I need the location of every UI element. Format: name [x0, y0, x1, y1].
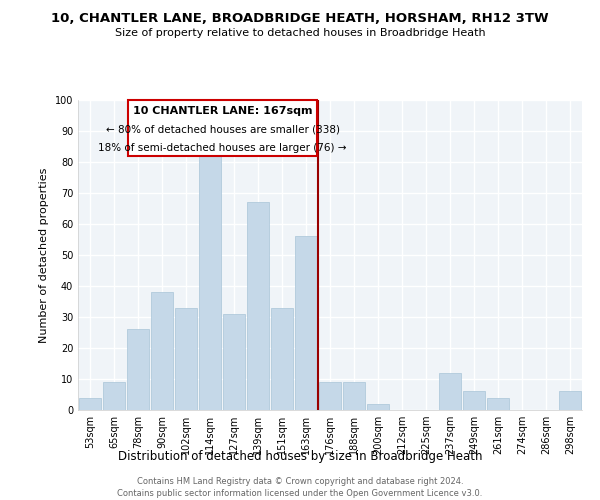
Bar — [151, 292, 173, 410]
Y-axis label: Number of detached properties: Number of detached properties — [39, 168, 49, 342]
Bar — [367, 404, 389, 410]
Text: Size of property relative to detached houses in Broadbridge Heath: Size of property relative to detached ho… — [115, 28, 485, 38]
Bar — [295, 236, 317, 410]
Bar — [247, 202, 269, 410]
Text: 10 CHANTLER LANE: 167sqm: 10 CHANTLER LANE: 167sqm — [133, 106, 313, 116]
Bar — [199, 156, 221, 410]
Bar — [463, 392, 485, 410]
Bar — [127, 330, 149, 410]
Bar — [439, 373, 461, 410]
FancyBboxPatch shape — [128, 100, 317, 156]
Bar — [103, 382, 125, 410]
Bar — [559, 392, 581, 410]
Bar — [319, 382, 341, 410]
Text: 10, CHANTLER LANE, BROADBRIDGE HEATH, HORSHAM, RH12 3TW: 10, CHANTLER LANE, BROADBRIDGE HEATH, HO… — [51, 12, 549, 26]
Bar — [343, 382, 365, 410]
Text: Distribution of detached houses by size in Broadbridge Heath: Distribution of detached houses by size … — [118, 450, 482, 463]
Bar — [223, 314, 245, 410]
Text: 18% of semi-detached houses are larger (76) →: 18% of semi-detached houses are larger (… — [98, 143, 347, 153]
Bar — [487, 398, 509, 410]
Text: Contains HM Land Registry data © Crown copyright and database right 2024.: Contains HM Land Registry data © Crown c… — [137, 478, 463, 486]
Bar — [79, 398, 101, 410]
Bar — [175, 308, 197, 410]
Text: ← 80% of detached houses are smaller (338): ← 80% of detached houses are smaller (33… — [106, 124, 340, 134]
Text: Contains public sector information licensed under the Open Government Licence v3: Contains public sector information licen… — [118, 489, 482, 498]
Bar — [271, 308, 293, 410]
